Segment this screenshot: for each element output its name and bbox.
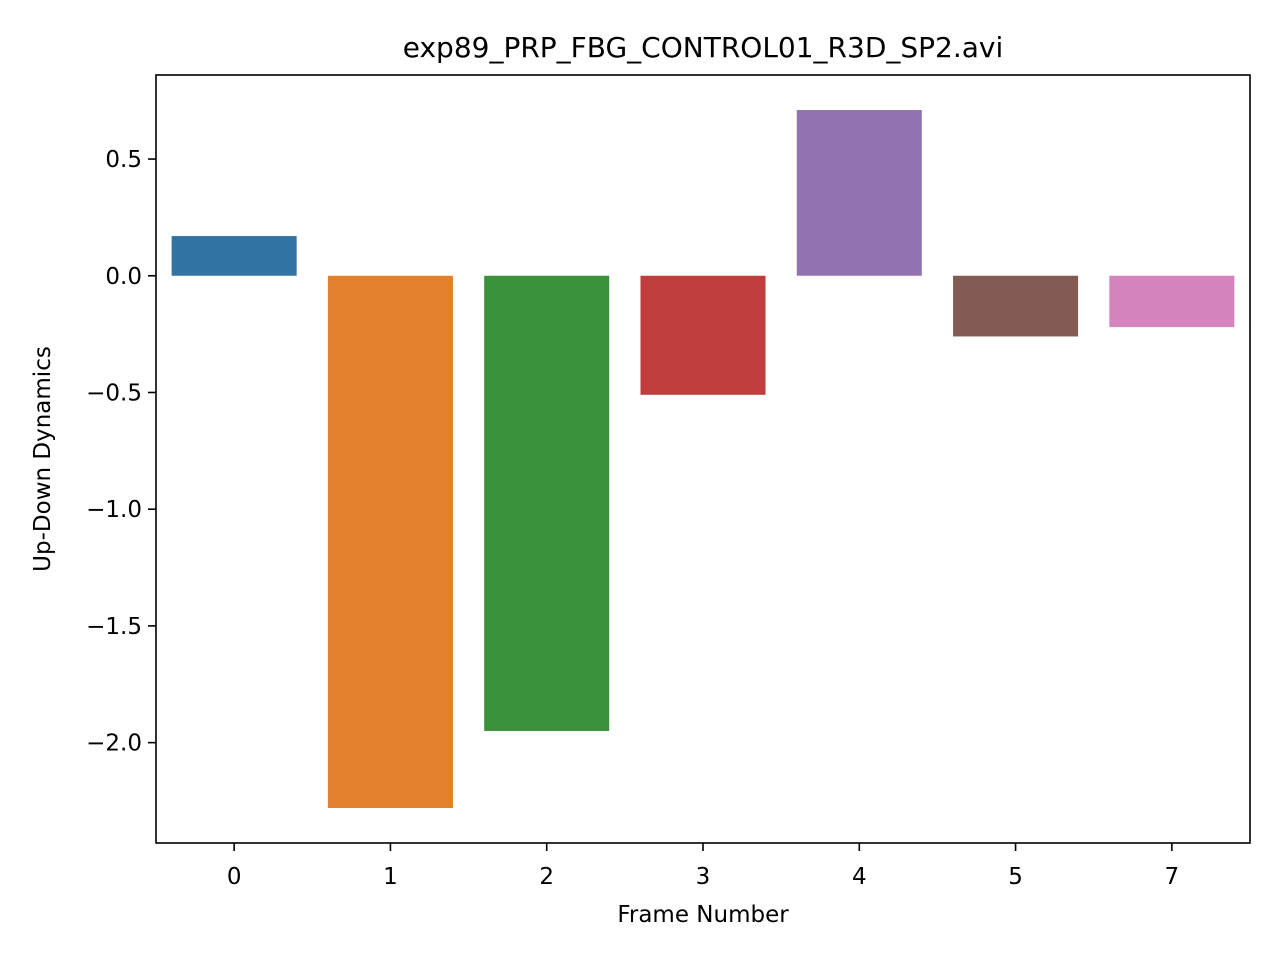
bar-frame-3 xyxy=(640,275,766,395)
x-tick-label: 3 xyxy=(696,864,711,890)
y-tick-label: 0.5 xyxy=(105,147,142,173)
y-tick-label: −1.0 xyxy=(86,497,142,523)
x-axis-label: Frame Number xyxy=(617,902,789,928)
x-tick-label: 2 xyxy=(539,864,554,890)
y-axis-ticks: 0.5 0.0 −0.5 −1.0 −1.5 −2.0 xyxy=(86,147,156,757)
x-tick-label: 0 xyxy=(227,864,242,890)
bar-frame-1 xyxy=(327,275,453,808)
x-axis-ticks: 0 1 2 3 4 5 7 xyxy=(227,843,1179,890)
plot-frame xyxy=(155,74,1251,844)
bar-frame-5 xyxy=(953,275,1079,337)
chart-title: exp89_PRP_FBG_CONTROL01_R3D_SP2.avi xyxy=(403,31,1004,64)
x-tick-label: 4 xyxy=(852,864,867,890)
bar-frame-7 xyxy=(1109,275,1235,328)
y-axis-label: Up-Down Dynamics xyxy=(30,346,56,572)
x-tick-label: 1 xyxy=(383,864,398,890)
bar-frame-2 xyxy=(484,275,610,731)
x-tick-label: 7 xyxy=(1165,864,1180,890)
y-tick-label: 0.0 xyxy=(105,264,142,290)
y-tick-label: −0.5 xyxy=(86,380,142,406)
x-tick-label: 5 xyxy=(1008,864,1023,890)
bars-group xyxy=(171,110,1235,808)
bar-frame-4 xyxy=(796,110,922,276)
y-tick-label: −1.5 xyxy=(86,614,142,640)
y-tick-label: −2.0 xyxy=(86,731,142,757)
bar-frame-0 xyxy=(171,236,297,276)
